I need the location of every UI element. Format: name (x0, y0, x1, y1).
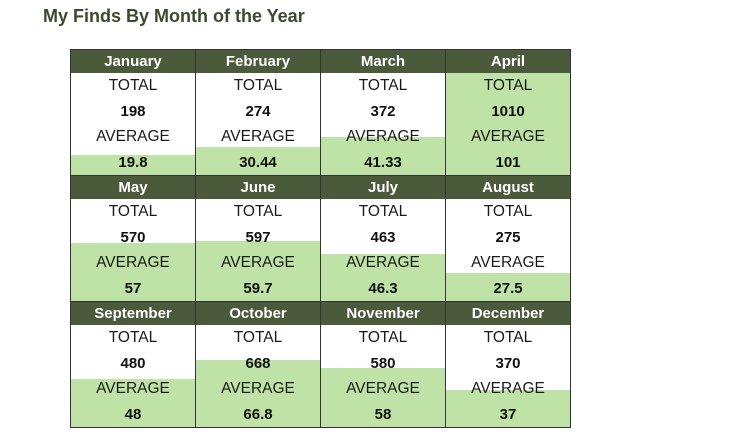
month-header: June (196, 176, 320, 199)
average-value: 19.8 (118, 153, 148, 171)
average-label: AVERAGE (471, 380, 545, 397)
month-cell-april: April TOTAL 1010 AVERAGE 101 (446, 49, 571, 176)
average-label: AVERAGE (346, 254, 420, 271)
total-label: TOTAL (358, 329, 408, 346)
month-header: April (446, 50, 570, 73)
month-fill-january (71, 155, 195, 175)
average-label: AVERAGE (471, 128, 545, 145)
total-label: TOTAL (233, 203, 283, 220)
month-header: January (71, 50, 195, 73)
month-fill-june (196, 241, 320, 301)
average-value: 57 (124, 279, 142, 297)
total-value: 372 (370, 102, 396, 120)
month-grid: January TOTAL 198 AVERAGE 19.8 February TOTAL 2… (70, 49, 572, 428)
average-label: AVERAGE (96, 380, 170, 397)
month-cell-february: February TOTAL 274 AVERAGE 30.44 (196, 49, 321, 176)
month-cell-november: November TOTAL 580 AVERAGE 58 (321, 302, 446, 428)
total-label: TOTAL (233, 329, 283, 346)
month-cell-march: March TOTAL 372 AVERAGE 41.33 (321, 49, 446, 176)
total-label: TOTAL (483, 203, 533, 220)
average-value: 66.8 (243, 405, 273, 423)
total-value: 668 (245, 354, 271, 372)
month-header: March (321, 50, 445, 73)
average-label: AVERAGE (346, 380, 420, 397)
average-label: AVERAGE (221, 380, 295, 397)
month-cell-january: January TOTAL 198 AVERAGE 19.8 (71, 49, 196, 176)
average-label: AVERAGE (221, 128, 295, 145)
total-label: TOTAL (483, 77, 533, 94)
month-fill-july (321, 254, 445, 301)
average-value: 101 (495, 153, 521, 171)
average-value: 59.7 (243, 279, 273, 297)
month-cell-december: December TOTAL 370 AVERAGE 37 (446, 302, 571, 428)
total-label: TOTAL (233, 77, 283, 94)
average-label: AVERAGE (346, 128, 420, 145)
total-label: TOTAL (108, 203, 158, 220)
average-value: 27.5 (493, 279, 523, 297)
month-cell-may: May TOTAL 570 AVERAGE 57 (71, 176, 196, 302)
total-value: 370 (495, 354, 521, 372)
total-label: TOTAL (108, 329, 158, 346)
month-header: May (71, 176, 195, 199)
total-label: TOTAL (108, 77, 158, 94)
month-header: September (71, 302, 195, 325)
month-fill-august (446, 273, 570, 301)
total-value: 275 (495, 228, 521, 246)
average-label: AVERAGE (96, 254, 170, 271)
total-label: TOTAL (358, 203, 408, 220)
month-fill-november (321, 368, 445, 427)
total-label: TOTAL (358, 77, 408, 94)
month-cell-june: June TOTAL 597 AVERAGE 59.7 (196, 176, 321, 302)
average-value: 46.3 (368, 279, 398, 297)
month-fill-may (71, 243, 195, 301)
total-value: 480 (120, 354, 146, 372)
month-cell-september: September TOTAL 480 AVERAGE 48 (71, 302, 196, 428)
average-value: 30.44 (239, 153, 277, 171)
page-title: My Finds By Month of the Year (43, 6, 305, 26)
month-header: February (196, 50, 320, 73)
month-fill-april (446, 73, 570, 175)
total-value: 580 (370, 354, 396, 372)
total-value: 463 (370, 228, 396, 246)
total-value: 1010 (491, 102, 525, 120)
month-header: December (446, 302, 570, 325)
total-label: TOTAL (483, 329, 533, 346)
month-fill-september (71, 379, 195, 427)
average-value: 41.33 (364, 153, 402, 171)
average-value: 48 (124, 405, 142, 423)
month-fill-february (196, 147, 320, 175)
month-cell-august: August TOTAL 275 AVERAGE 27.5 (446, 176, 571, 302)
total-value: 597 (245, 228, 271, 246)
average-value: 37 (499, 405, 517, 423)
month-cell-october: October TOTAL 668 AVERAGE 66.8 (196, 302, 321, 428)
month-cell-july: July TOTAL 463 AVERAGE 46.3 (321, 176, 446, 302)
average-label: AVERAGE (471, 254, 545, 271)
total-value: 570 (120, 228, 146, 246)
month-header: October (196, 302, 320, 325)
average-value: 58 (374, 405, 392, 423)
total-value: 274 (245, 102, 271, 120)
month-header: November (321, 302, 445, 325)
month-fill-march (321, 137, 445, 175)
month-fill-december (446, 390, 570, 427)
month-header: August (446, 176, 570, 199)
month-fill-october (196, 360, 320, 427)
average-label: AVERAGE (221, 254, 295, 271)
month-header: July (321, 176, 445, 199)
total-value: 198 (120, 102, 146, 120)
average-label: AVERAGE (96, 128, 170, 145)
